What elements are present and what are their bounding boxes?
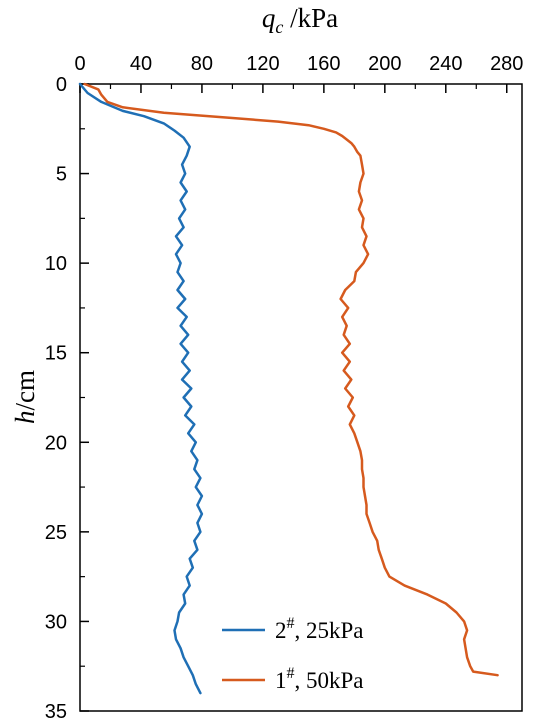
y-tick-label-4: 20 bbox=[45, 432, 67, 454]
y-tick-label-2: 10 bbox=[45, 253, 67, 275]
y-tick-label-6: 30 bbox=[45, 611, 67, 633]
legend-label-series-1: 2#, 25kPa bbox=[275, 615, 364, 643]
x-tick-label-6: 240 bbox=[429, 53, 462, 75]
series-line-2 bbox=[83, 82, 499, 677]
y-tick-label-1: 5 bbox=[56, 164, 67, 186]
x-tick-label-3: 120 bbox=[246, 53, 279, 75]
series-lines bbox=[78, 82, 499, 695]
y-tick-label-3: 15 bbox=[45, 343, 67, 365]
x-tick-label-4: 160 bbox=[307, 53, 340, 75]
x-tick-label-2: 80 bbox=[191, 53, 213, 75]
legend-label-series-2: 1#, 50kPa bbox=[275, 665, 364, 693]
tick-marks bbox=[79, 83, 508, 712]
x-axis-title: qc /kPa bbox=[262, 3, 338, 37]
x-tick-label-0: 0 bbox=[74, 53, 85, 75]
legend: 2#, 25kPa 1#, 50kPa bbox=[222, 615, 364, 693]
y-tick-label-5: 25 bbox=[45, 522, 67, 544]
x-tick-label-1: 40 bbox=[130, 53, 152, 75]
series-line-1 bbox=[78, 82, 204, 695]
y-tick-label-7: 35 bbox=[45, 701, 67, 723]
y-axis-title: h/cm bbox=[10, 370, 40, 424]
y-tick-label-0: 0 bbox=[56, 74, 67, 96]
x-tick-label-5: 200 bbox=[368, 53, 401, 75]
plot-area-frame bbox=[79, 83, 523, 712]
tick-labels: 0 40 80 120 160 200 240 280 0 5 10 15 20 25 30 35 bbox=[45, 53, 524, 723]
x-tick-label-7: 280 bbox=[490, 53, 523, 75]
